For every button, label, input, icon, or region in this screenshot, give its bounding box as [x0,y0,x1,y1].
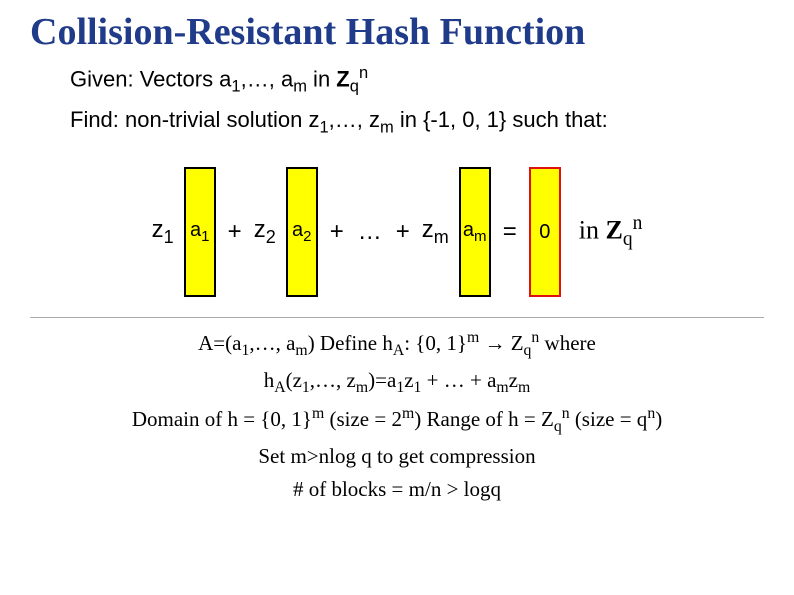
def-line-5: # of blocks = m/n > logq [30,474,764,506]
l3c-sub: q [554,418,562,435]
l2c: ,…, z [310,368,356,392]
page-title: Collision-Resistant Hash Function [30,10,764,54]
l1f: where [539,331,596,355]
l2a: h [264,368,275,392]
plus-2: + [328,218,346,246]
find-in: in {-1, 0, 1} such that: [394,107,608,132]
l3d-sup: n [647,405,655,422]
vector-a1: a1 [184,167,216,297]
find-line: Find: non-trivial solution z1,…, zm in {… [70,105,764,139]
def-line-4: Set m>nlog q to get compression [30,441,764,473]
dots: … [356,218,384,246]
z2-text: z [254,216,266,243]
l3d: (size = q [570,407,648,431]
given-prefix: Given: Vectors a [70,66,231,91]
find-sub1: 1 [319,118,328,136]
l1d: : {0, 1} [404,331,467,355]
find-prefix: Find: non-trivial solution z [70,107,319,132]
z2-sub: 2 [266,227,276,247]
l2f: + … + a [421,368,496,392]
def-line-3: Domain of h = {0, 1}m (size = 2m) Range … [30,402,764,439]
l1b-sub: m [295,342,307,359]
l2f-sub: m [496,379,508,396]
l3e: ) [655,407,662,431]
a2-sub: 2 [303,228,311,245]
z1-sub: 1 [164,227,174,247]
l3a-sup: m [312,405,324,422]
l2g-sub: m [518,379,530,396]
given-line: Given: Vectors a1,…, am in Zqn [70,62,764,99]
l2c-sub: m [356,379,368,396]
given-mid: ,…, a [241,66,294,91]
l1c-sub: A [393,342,404,359]
l1e: → Z [479,331,523,355]
given-n: n [359,64,368,82]
coef-z2: z2 [254,216,276,248]
l1c: ) Define h [308,331,393,355]
coef-z1: z1 [152,216,174,248]
a2-text: a [292,219,303,241]
l2d: )=a [368,368,396,392]
vector-zero: 0 [529,167,561,297]
l3b: (size = 2 [324,407,402,431]
given-q: q [350,78,359,96]
def-line-1: A=(a1,…, am) Define hA: {0, 1}m → Zqn wh… [30,326,764,363]
l2b-sub: 1 [302,379,310,396]
l3a: Domain of h = {0, 1} [132,407,312,431]
coef-zm: zm [422,216,449,248]
find-sub2: m [380,118,394,136]
l3c: ) Range of h = Z [414,407,554,431]
l1b: ,…, a [249,331,295,355]
in-Zqn: in Zqn [571,213,643,251]
zm-text: z [422,216,434,243]
definitions: A=(a1,…, am) Define hA: {0, 1}m → Zqn wh… [30,326,764,505]
l2b: (z [286,368,302,392]
equation-row: z1 a1 + z2 a2 + … + zm am = 0 in Zqn [30,167,764,297]
given-Z: Z [336,66,349,91]
zero-text: 0 [539,221,550,244]
equals: = [501,218,519,246]
eq-Z: Z [605,216,622,245]
eq-q: q [623,229,633,250]
given-in: in [307,66,336,91]
given-sub2: m [293,78,307,96]
l3b-sup: m [402,405,414,422]
eq-n: n [633,213,643,234]
l2d-sub: 1 [396,379,404,396]
zm-sub: m [434,227,449,247]
find-mid: ,…, z [329,107,380,132]
vector-a2: a2 [286,167,318,297]
l1a: A=(a [198,331,241,355]
in-text: in [579,216,606,245]
slide: Collision-Resistant Hash Function Given:… [0,0,794,595]
z1-text: z [152,216,164,243]
given-sub1: 1 [231,78,240,96]
plus-3: + [394,218,412,246]
am-sub: m [474,228,487,245]
a1-text: a [190,219,201,241]
divider [30,317,764,318]
l2g: z [509,368,518,392]
l3c-sup: n [562,405,570,422]
am-text: a [463,219,474,241]
l2a-sub: A [274,379,285,396]
a1-sub: 1 [201,228,209,245]
def-line-2: hA(z1,…, zm)=a1z1 + … + amzm [30,365,764,400]
l1d-sup: m [467,329,479,346]
l2e: z [404,368,413,392]
vector-am: am [459,167,491,297]
plus-1: + [226,218,244,246]
